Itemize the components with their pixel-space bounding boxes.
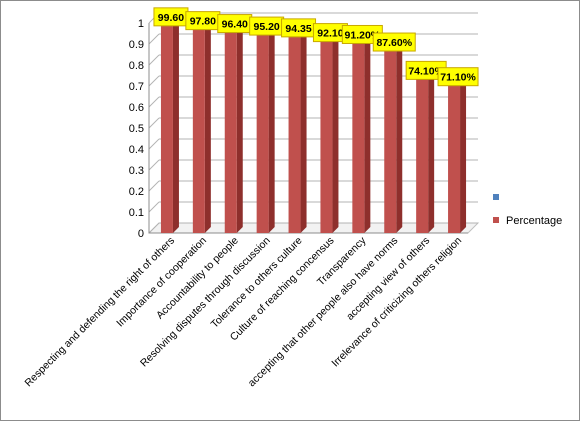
y-tick-label: 0.9 [129, 39, 144, 51]
y-tick-label: 0.7 [129, 81, 144, 93]
data-label: 95.20 [254, 21, 280, 33]
legend-marker-percentage [493, 217, 499, 223]
y-tick-label: 0.3 [129, 165, 144, 177]
legend-label-percentage: Percentage [506, 215, 562, 227]
bar [192, 27, 205, 234]
data-label: 94.35 [285, 23, 311, 35]
y-tick-label: 0.4 [129, 144, 144, 156]
bar-side [204, 21, 211, 234]
y-tick-label: 1 [138, 18, 144, 30]
gridline-diagonal [148, 201, 160, 213]
y-tick-label: 0 [138, 228, 144, 240]
bar-side [428, 71, 435, 233]
y-tick-label: 0.6 [129, 102, 144, 114]
data-label-box [372, 32, 416, 52]
gridline-diagonal [148, 75, 160, 87]
bar [384, 49, 397, 233]
data-label: 91.20% [345, 29, 381, 41]
legend-marker-empty [493, 194, 499, 200]
bar-side [172, 17, 179, 234]
data-label-box [437, 67, 479, 87]
bar [352, 41, 365, 234]
bar-side [460, 77, 467, 233]
gridline-diagonal [148, 138, 160, 150]
gridline-diagonal [148, 180, 160, 192]
y-tick-label: 0.5 [129, 123, 144, 135]
data-label: 74.10% [408, 65, 444, 77]
bar-side [364, 35, 371, 234]
bar [160, 23, 173, 234]
gridline-diagonal [148, 222, 160, 234]
bar [256, 33, 269, 233]
bar-side [332, 33, 339, 234]
gridline-diagonal [148, 33, 160, 45]
y-tick-label: 0.8 [129, 60, 144, 72]
bar [224, 30, 237, 234]
gridline-diagonal [148, 96, 160, 108]
bar-side [236, 24, 243, 234]
bar-side [396, 43, 403, 233]
data-label: 97.80 [190, 16, 216, 28]
data-label: 92.10 [317, 28, 343, 40]
data-label: 96.40 [222, 19, 248, 31]
bar [320, 39, 333, 234]
bar-side [268, 27, 275, 233]
bar [416, 77, 429, 233]
data-label: 99.60 [158, 12, 184, 24]
gridline-diagonal [148, 159, 160, 171]
gridline-diagonal [148, 117, 160, 129]
bar-side [300, 28, 307, 233]
y-tick-label: 0.1 [129, 207, 144, 219]
bar [448, 83, 461, 233]
y-tick-label: 0.2 [129, 186, 144, 198]
bar [288, 34, 301, 233]
gridline-diagonal [148, 54, 160, 66]
data-label: 71.10% [440, 72, 476, 84]
data-label: 87.60% [376, 37, 412, 49]
